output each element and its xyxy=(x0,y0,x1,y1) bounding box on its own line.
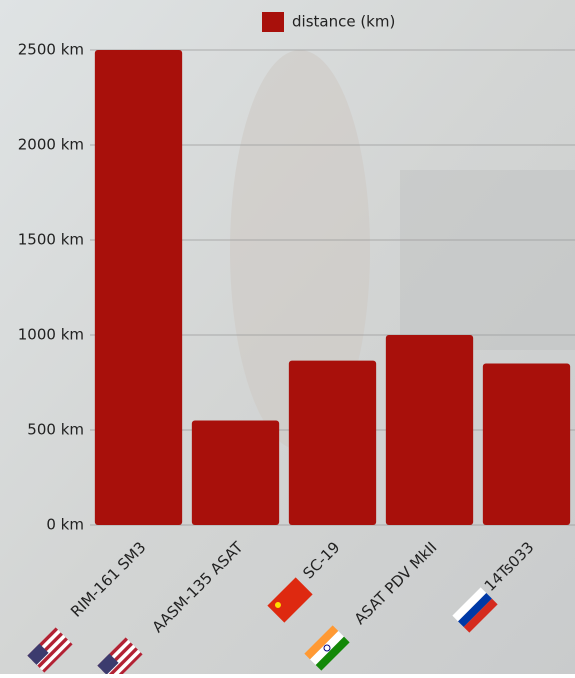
legend-label: distance (km) xyxy=(292,13,395,31)
bar xyxy=(94,50,183,525)
flag-usa xyxy=(27,627,73,673)
y-tick-label: 1500 km xyxy=(18,231,84,249)
y-tick-label: 1000 km xyxy=(18,326,84,344)
y-tick-label: 2500 km xyxy=(18,41,84,59)
background-shape xyxy=(230,50,370,450)
y-tick-label: 0 km xyxy=(46,516,84,534)
background-shape xyxy=(400,170,575,350)
bar xyxy=(482,363,571,525)
y-tick-label: 2000 km xyxy=(18,136,84,154)
flags xyxy=(27,577,498,678)
bar xyxy=(385,335,474,525)
bar xyxy=(191,420,280,525)
flag-russia xyxy=(452,587,498,633)
legend-swatch xyxy=(262,12,284,32)
flag-india xyxy=(304,625,350,671)
y-tick-label: 500 km xyxy=(27,421,84,439)
bar xyxy=(288,360,377,525)
flag-china xyxy=(267,577,313,623)
